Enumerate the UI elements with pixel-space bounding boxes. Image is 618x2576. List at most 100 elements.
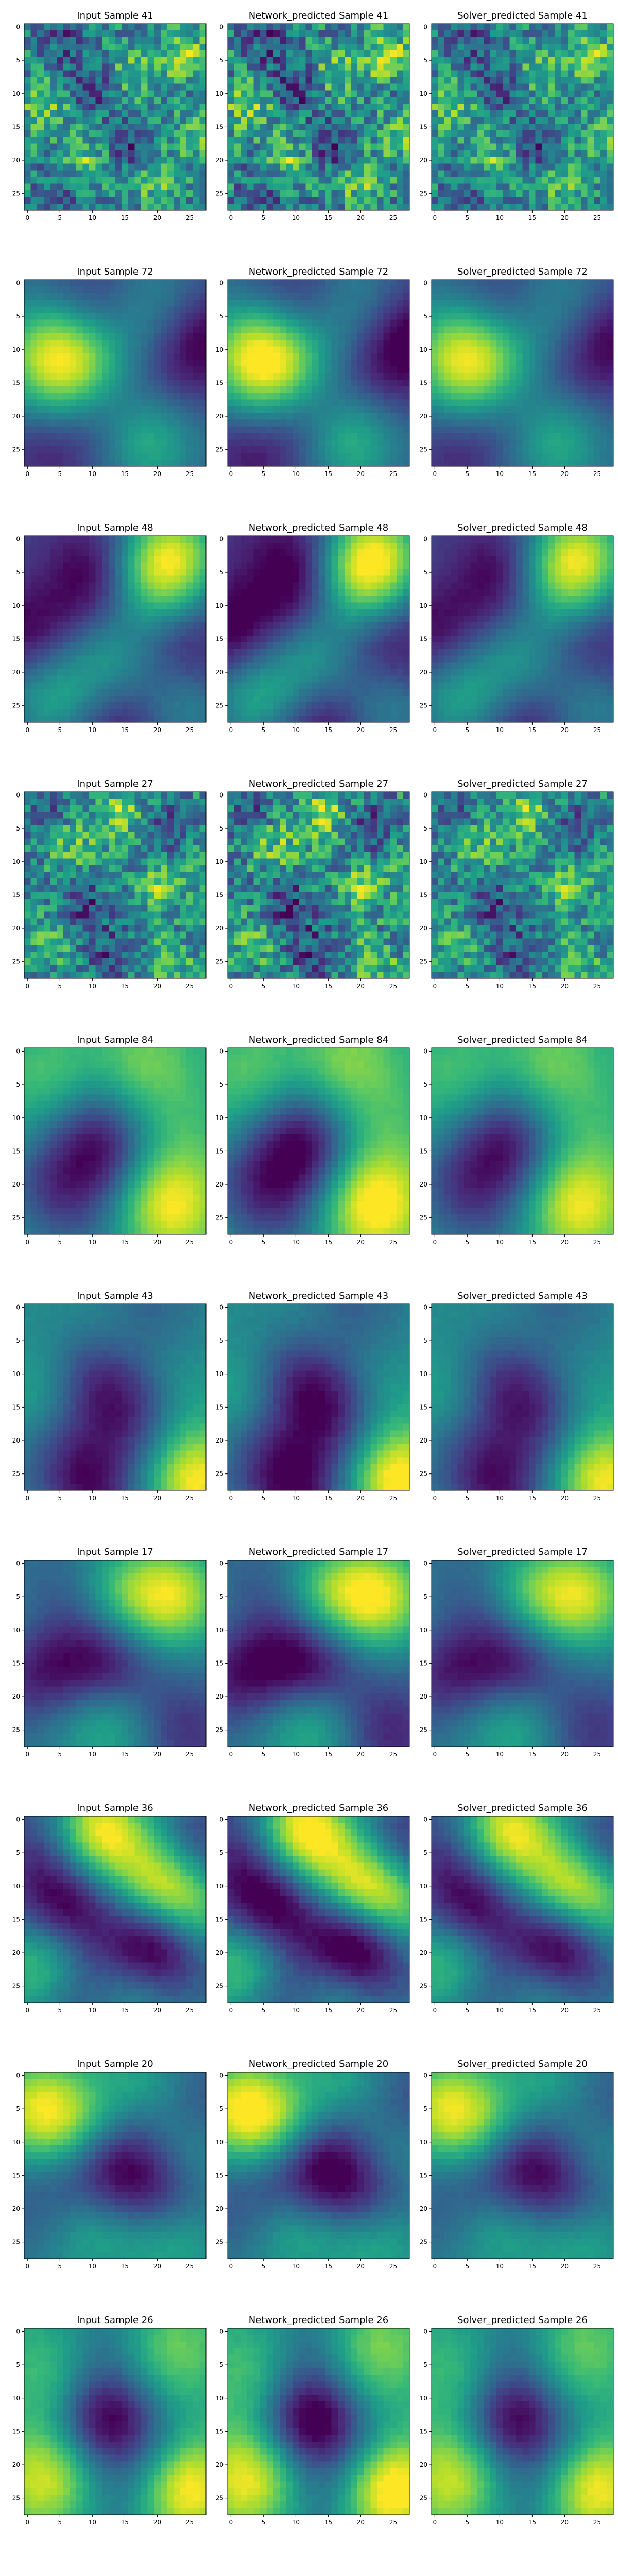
heatmap-cell bbox=[228, 446, 234, 453]
heatmap-cell bbox=[496, 366, 503, 373]
heatmap-cell bbox=[536, 77, 542, 83]
heatmap-cell bbox=[516, 97, 523, 104]
heatmap-cell bbox=[115, 420, 122, 427]
heatmap-cell bbox=[357, 30, 364, 37]
heatmap-cell bbox=[44, 393, 50, 400]
heatmap-cell bbox=[477, 197, 484, 204]
heatmap-cell bbox=[403, 446, 409, 453]
heatmap-cell bbox=[451, 333, 458, 340]
heatmap-cell bbox=[451, 307, 458, 313]
heatmap-cell bbox=[109, 346, 115, 353]
heatmap-cell bbox=[228, 24, 234, 30]
heatmap-cell bbox=[260, 293, 267, 300]
heatmap-cell bbox=[134, 150, 141, 157]
heatmap-cell bbox=[588, 130, 594, 137]
heatmap-cell bbox=[345, 327, 351, 333]
heatmap-cell bbox=[293, 144, 299, 150]
heatmap-cell bbox=[457, 90, 464, 97]
heatmap-cell bbox=[536, 327, 542, 333]
heatmap-cell bbox=[89, 104, 96, 110]
heatmap-cell bbox=[464, 170, 471, 177]
heatmap-cell bbox=[516, 137, 523, 144]
heatmap-cell bbox=[31, 293, 38, 300]
heatmap-cell bbox=[607, 327, 613, 333]
heatmap-cell bbox=[444, 57, 451, 64]
heatmap-cell bbox=[457, 124, 464, 130]
heatmap-cell bbox=[193, 453, 200, 460]
heatmap-cell bbox=[70, 157, 76, 164]
heatmap-cell bbox=[432, 44, 438, 50]
heatmap-cell bbox=[31, 386, 38, 393]
x-tick-label: 20 bbox=[357, 214, 365, 222]
heatmap-cell bbox=[115, 83, 122, 90]
heatmap-cell bbox=[122, 300, 128, 307]
heatmap-cell bbox=[490, 446, 496, 453]
heatmap-cell bbox=[594, 44, 600, 50]
heatmap-cell bbox=[63, 353, 70, 360]
heatmap-cell bbox=[607, 204, 613, 210]
heatmap-cell bbox=[471, 144, 477, 150]
heatmap-cell bbox=[109, 177, 115, 183]
heatmap-cell bbox=[44, 543, 50, 549]
heatmap-cell bbox=[457, 64, 464, 71]
heatmap-cell bbox=[444, 64, 451, 71]
heatmap-cell bbox=[523, 286, 529, 293]
heatmap-cell bbox=[273, 360, 280, 366]
heatmap-cell bbox=[503, 90, 510, 97]
heatmap-cell bbox=[37, 373, 44, 380]
heatmap-cell bbox=[50, 71, 57, 77]
heatmap-cell bbox=[357, 37, 364, 44]
heatmap-cell bbox=[174, 400, 180, 406]
heatmap-cell bbox=[370, 144, 377, 150]
heatmap-cell bbox=[364, 90, 371, 97]
heatmap-cell bbox=[134, 460, 141, 466]
heatmap-cell bbox=[574, 420, 581, 427]
heatmap-cell bbox=[24, 50, 31, 57]
heatmap-cell bbox=[199, 460, 206, 466]
heatmap-cell bbox=[588, 307, 594, 313]
x-tick-label: 20 bbox=[153, 214, 161, 222]
heatmap-cell bbox=[548, 360, 555, 366]
heatmap-cell bbox=[464, 150, 471, 157]
heatmap-cell bbox=[122, 400, 128, 406]
heatmap-cell bbox=[24, 320, 31, 327]
heatmap-cell bbox=[305, 64, 312, 71]
heatmap-cell bbox=[199, 426, 206, 433]
heatmap-cell bbox=[128, 346, 135, 353]
heatmap-cell bbox=[280, 150, 286, 157]
heatmap-cell bbox=[167, 157, 174, 164]
heatmap-cell bbox=[102, 130, 109, 137]
heatmap-cell bbox=[561, 117, 568, 124]
heatmap-cell bbox=[154, 137, 161, 144]
heatmap-cell bbox=[50, 353, 57, 360]
heatmap-cell bbox=[241, 197, 247, 204]
heatmap-cell bbox=[82, 77, 89, 83]
heatmap-cell bbox=[286, 30, 293, 37]
heatmap-cell bbox=[31, 333, 38, 340]
heatmap-cell bbox=[174, 366, 180, 373]
heatmap-cell bbox=[338, 83, 345, 90]
heatmap-cell bbox=[241, 439, 247, 446]
heatmap-cell bbox=[96, 393, 102, 400]
heatmap-cell bbox=[364, 24, 371, 30]
heatmap-cell bbox=[312, 420, 319, 427]
heatmap-cell bbox=[128, 37, 135, 44]
heatmap-cell bbox=[50, 57, 57, 64]
heatmap-cell bbox=[161, 556, 167, 563]
heatmap-cell bbox=[397, 340, 403, 346]
heatmap-cell bbox=[102, 197, 109, 204]
heatmap-cell bbox=[384, 204, 390, 210]
heatmap-cell bbox=[82, 137, 89, 144]
heatmap-cell bbox=[305, 170, 312, 177]
heatmap-cell bbox=[234, 406, 241, 413]
heatmap-cell bbox=[24, 360, 31, 366]
heatmap-cell bbox=[397, 183, 403, 190]
heatmap-cell bbox=[357, 164, 364, 171]
heatmap-cell bbox=[154, 124, 161, 130]
heatmap-cell bbox=[148, 446, 154, 453]
heatmap-cell bbox=[154, 400, 161, 406]
heatmap-cell bbox=[581, 90, 588, 97]
heatmap-cell bbox=[574, 433, 581, 439]
heatmap-cell bbox=[555, 37, 562, 44]
heatmap-cell bbox=[154, 37, 161, 44]
